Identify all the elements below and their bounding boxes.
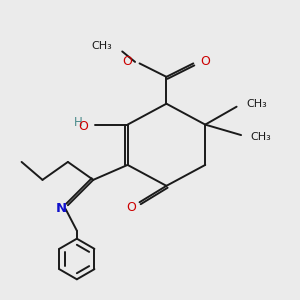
Text: N: N [55, 202, 66, 215]
Text: CH₃: CH₃ [250, 132, 272, 142]
Text: O: O [126, 201, 136, 214]
Text: CH₃: CH₃ [91, 41, 112, 51]
Text: O: O [78, 120, 88, 133]
Text: CH₃: CH₃ [246, 99, 267, 109]
Text: O: O [200, 55, 210, 68]
Text: H: H [74, 116, 83, 129]
Text: O: O [122, 55, 132, 68]
